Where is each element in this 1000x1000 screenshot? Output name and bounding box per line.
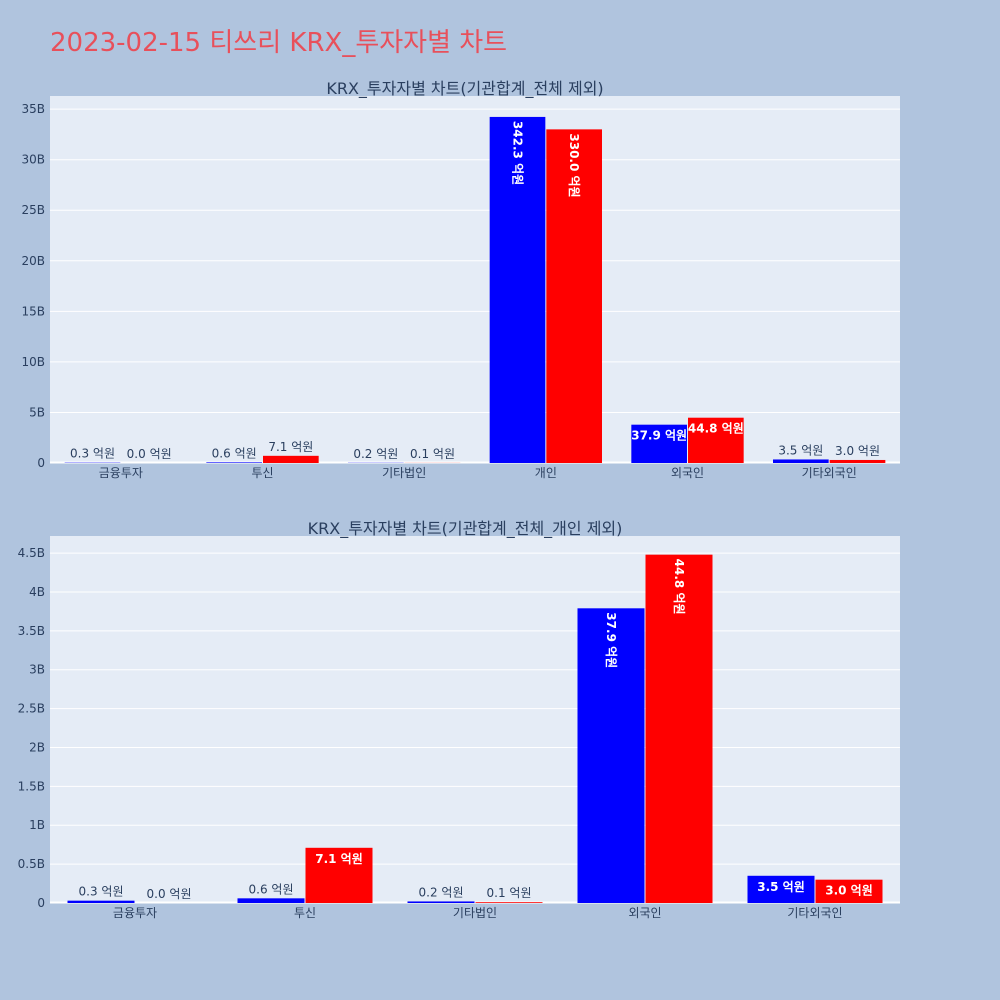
x-tick-label: 개인: [535, 466, 557, 480]
bar: [407, 901, 475, 903]
y-tick-label: 10B: [21, 355, 45, 369]
y-tick-label: 0: [37, 456, 45, 470]
y-tick-label: 5B: [29, 405, 45, 419]
y-tick-label: 3B: [29, 663, 45, 677]
bar: [206, 462, 262, 463]
x-tick-label: 외국인: [671, 466, 704, 480]
bar-value-label: 37.9 억원: [631, 429, 687, 443]
y-tick-label: 0: [37, 896, 45, 910]
x-tick-label: 투신: [251, 466, 273, 480]
chart-1: 0 5B 10B 15B 20B 25B 30B 35B KRX_투자자별 차트(기관합계_전체…: [21, 79, 900, 480]
bar-value-label: 0.6 억원: [249, 882, 294, 896]
x-tick-label: 금융투자: [113, 906, 157, 920]
y-tick-label: 3.5B: [18, 624, 45, 638]
bar: [67, 900, 135, 903]
y-tick-label: 1B: [29, 818, 45, 832]
bar: [305, 847, 373, 903]
bar-value-label: 0.2 억원: [353, 447, 398, 461]
bar: [577, 608, 645, 903]
plot-area: [50, 96, 900, 463]
y-tick-label: 0.5B: [18, 857, 45, 871]
x-tick-label: 외국인: [628, 906, 661, 920]
x-tick-label: 기타외국인: [802, 466, 857, 480]
bar: [237, 898, 305, 903]
y-tick-label: 2.5B: [18, 702, 45, 716]
bar-value-label: 3.0 억원: [825, 884, 873, 898]
x-tick-label: 기타법인: [382, 466, 426, 480]
bar: [645, 554, 713, 903]
y-tick-label: 1.5B: [18, 779, 45, 793]
chart-title: KRX_투자자별 차트(기관합계_전체_개인 제외): [308, 519, 623, 539]
bar: [631, 424, 687, 463]
bar-value-label: 0.2 억원: [419, 885, 464, 899]
y-tick-label: 2B: [29, 740, 45, 754]
bar: [263, 455, 319, 463]
bar-value-label: 44.8 억원: [688, 422, 744, 436]
y-tick-label: 35B: [21, 102, 45, 116]
bar: [773, 459, 829, 463]
x-tick-label: 기타법인: [453, 906, 497, 920]
x-tick-label: 금융투자: [99, 466, 143, 480]
bar: [829, 459, 886, 463]
bar-value-label: 7.1 억원: [315, 852, 363, 866]
bar: [546, 129, 602, 463]
bar: [475, 902, 543, 903]
chart-2: 0 0.5B 1B 1.5B 2B 2.5B 3B 3.5B 4B 4.5B KRX_투자자별 차트…: [18, 519, 900, 920]
bar-value-label: 0.0 억원: [147, 887, 192, 901]
bar-value-label: 0.3 억원: [70, 447, 115, 461]
bar-value-label: 0.6 억원: [212, 446, 257, 460]
bar-value-label: 330.0 억원: [567, 133, 581, 197]
bar-value-label: 7.1 억원: [268, 440, 313, 454]
bar-value-label: 0.1 억원: [410, 447, 455, 461]
bar-value-label: 37.9 억원: [604, 612, 618, 668]
bar: [688, 417, 744, 463]
bar-value-label: 3.5 억원: [778, 443, 823, 457]
bar: [489, 116, 546, 463]
bar-value-label: 44.8 억원: [672, 559, 686, 615]
y-tick-label: 15B: [21, 304, 45, 318]
x-tick-label: 기타외국인: [787, 906, 842, 920]
y-tick-label: 4.5B: [18, 546, 45, 560]
bar: [747, 875, 815, 903]
bar-value-label: 3.0 억원: [835, 444, 880, 458]
bar: [815, 879, 883, 903]
bar-value-label: 342.3 억원: [511, 121, 525, 185]
y-tick-label: 20B: [21, 254, 45, 268]
plot-area: [50, 536, 900, 903]
y-tick-label: 30B: [21, 153, 45, 167]
bar-value-label: 0.1 억원: [487, 886, 532, 900]
y-tick-label: 4B: [29, 585, 45, 599]
x-tick-label: 투신: [294, 906, 316, 920]
bar-value-label: 0.0 억원: [127, 447, 172, 461]
page-title: 2023-02-15 티쓰리 KRX_투자자별 차트: [50, 28, 508, 58]
bar-value-label: 0.3 억원: [79, 885, 124, 899]
bar-value-label: 3.5 억원: [757, 880, 805, 894]
chart-title: KRX_투자자별 차트(기관합계_전체 제외): [326, 79, 603, 99]
y-tick-label: 25B: [21, 203, 45, 217]
